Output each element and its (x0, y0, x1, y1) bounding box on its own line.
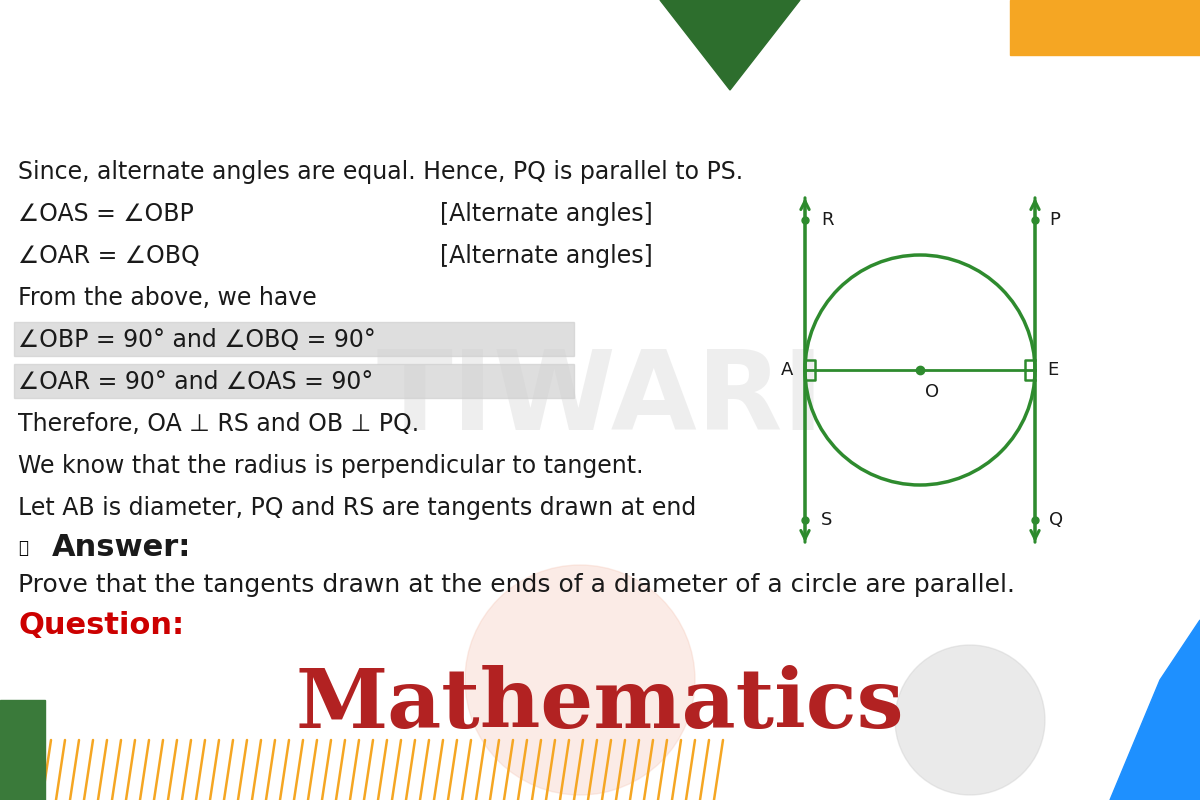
Text: TIWARI: TIWARI (376, 346, 824, 454)
Bar (1010, 0, 1200, 55)
Bar (0, 700, 46, 800)
Text: E: E (1048, 361, 1058, 379)
Text: Question:: Question: (18, 611, 184, 641)
Bar (14, 364, 574, 398)
Text: 🍃: 🍃 (18, 539, 28, 557)
Text: ∠OAS = ∠OBP: ∠OAS = ∠OBP (18, 202, 193, 226)
Polygon shape (660, 0, 800, 90)
Text: We know that the radius is perpendicular to tangent.: We know that the radius is perpendicular… (18, 454, 643, 478)
Bar (14, 322, 574, 356)
Text: P: P (1049, 211, 1060, 229)
Polygon shape (1110, 620, 1200, 800)
Text: S: S (821, 511, 833, 529)
Text: Q: Q (1049, 511, 1063, 529)
Text: [Alternate angles]: [Alternate angles] (440, 202, 653, 226)
Text: Prove that the tangents drawn at the ends of a diameter of a circle are parallel: Prove that the tangents drawn at the end… (18, 573, 1015, 597)
Text: Answer:: Answer: (52, 534, 191, 562)
Ellipse shape (895, 645, 1045, 795)
Text: Mathematics: Mathematics (295, 665, 905, 745)
Text: O: O (925, 383, 940, 401)
Text: ∠OBP = 90° and ∠OBQ = 90°: ∠OBP = 90° and ∠OBQ = 90° (18, 328, 376, 352)
Text: From the above, we have: From the above, we have (18, 286, 317, 310)
Text: [Alternate angles]: [Alternate angles] (440, 244, 653, 268)
Text: R: R (821, 211, 834, 229)
Text: Therefore, OA ⊥ RS and OB ⊥ PQ.: Therefore, OA ⊥ RS and OB ⊥ PQ. (18, 412, 419, 436)
Text: ∠OAR = ∠OBQ: ∠OAR = ∠OBQ (18, 244, 199, 268)
Text: A: A (781, 361, 793, 379)
Text: ∠OAR = 90° and ∠OAS = 90°: ∠OAR = 90° and ∠OAS = 90° (18, 370, 373, 394)
Text: Since, alternate angles are equal. Hence, PQ is parallel to PS.: Since, alternate angles are equal. Hence… (18, 160, 743, 184)
Ellipse shape (466, 565, 695, 795)
Text: Let AB is diameter, PQ and RS are tangents drawn at end: Let AB is diameter, PQ and RS are tangen… (18, 496, 696, 520)
